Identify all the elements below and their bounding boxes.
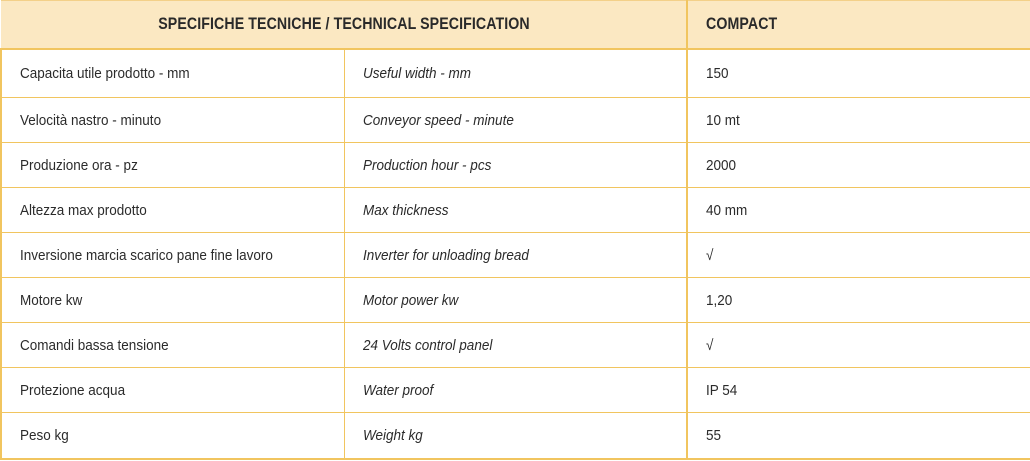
cell-english-label: Max thickness <box>344 187 689 233</box>
cell-italian-label: Protezione acqua <box>0 367 345 413</box>
cell-english-label: Motor power kw <box>344 277 689 323</box>
table-row: Altezza max prodotto Max thickness 40 mm <box>0 187 1030 233</box>
italian-label-text: Altezza max prodotto <box>20 201 147 219</box>
table-row: Motore kw Motor power kw 1,20 <box>0 277 1030 323</box>
italian-label-text: Velocità nastro - minuto <box>20 111 162 129</box>
cell-value: 40 mm <box>687 187 1030 233</box>
english-label-text: Water proof <box>362 381 433 399</box>
table-row: Protezione acqua Water proof IP 54 <box>0 367 1030 413</box>
check-mark-value: √ <box>706 336 714 354</box>
cell-value: 10 mt <box>687 97 1030 143</box>
cell-value: 2000 <box>687 142 1030 188</box>
header-spec-title: SPECIFICHE TECNICHE / TECHNICAL SPECIFIC… <box>1 0 689 50</box>
cell-value: √ <box>687 232 1030 278</box>
value-text: 10 mt <box>706 111 740 129</box>
table-row: Capacita utile prodotto - mm Useful widt… <box>0 48 1030 98</box>
cell-english-label: Useful width - mm <box>344 48 689 98</box>
check-mark-value: √ <box>706 246 714 264</box>
cell-italian-label: Peso kg <box>0 412 345 460</box>
header-model-name-text: COMPACT <box>706 14 778 33</box>
italian-label-text: Produzione ora - pz <box>20 156 138 174</box>
cell-value: 1,20 <box>687 277 1030 323</box>
value-text: 150 <box>706 64 729 82</box>
english-label-text: Conveyor speed - minute <box>362 111 514 129</box>
english-label-text: Max thickness <box>362 201 449 219</box>
italian-label-text: Motore kw <box>20 291 83 309</box>
cell-english-label: Conveyor speed - minute <box>344 97 689 143</box>
italian-label-text: Capacita utile prodotto - mm <box>20 64 190 82</box>
table-row: Inversione marcia scarico pane fine lavo… <box>0 232 1030 278</box>
value-text: 1,20 <box>706 291 733 309</box>
cell-italian-label: Motore kw <box>0 277 345 323</box>
english-label-text: Production hour - pcs <box>362 156 491 174</box>
cell-italian-label: Inversione marcia scarico pane fine lavo… <box>0 232 345 278</box>
table-row: Produzione ora - pz Production hour - pc… <box>0 142 1030 188</box>
italian-label-text: Peso kg <box>20 426 69 444</box>
table-row: Velocità nastro - minuto Conveyor speed … <box>0 97 1030 143</box>
english-label-text: Useful width - mm <box>362 64 471 82</box>
cell-english-label: Water proof <box>344 367 689 413</box>
cell-english-label: Inverter for unloading bread <box>344 232 689 278</box>
table-row: Peso kg Weight kg 55 <box>0 412 1030 460</box>
header-model-name: COMPACT <box>687 0 1030 50</box>
value-text: 55 <box>706 426 722 444</box>
italian-label-text: Inversione marcia scarico pane fine lavo… <box>20 246 273 264</box>
cell-value: IP 54 <box>687 367 1030 413</box>
value-text: 40 mm <box>706 201 748 219</box>
italian-label-text: Protezione acqua <box>20 381 126 399</box>
header-spec-title-text: SPECIFICHE TECNICHE / TECHNICAL SPECIFIC… <box>157 14 530 33</box>
value-text: 2000 <box>706 156 737 174</box>
cell-english-label: 24 Volts control panel <box>344 322 689 368</box>
cell-italian-label: Velocità nastro - minuto <box>0 97 345 143</box>
cell-english-label: Weight kg <box>344 412 689 460</box>
cell-value: 55 <box>687 412 1030 460</box>
cell-english-label: Production hour - pcs <box>344 142 689 188</box>
table-row: Comandi bassa tensione 24 Volts control … <box>0 322 1030 368</box>
cell-italian-label: Comandi bassa tensione <box>0 322 345 368</box>
cell-value: 150 <box>687 48 1030 98</box>
table-header-row: SPECIFICHE TECNICHE / TECHNICAL SPECIFIC… <box>1 0 1030 50</box>
english-label-text: Motor power kw <box>362 291 458 309</box>
english-label-text: 24 Volts control panel <box>362 336 492 354</box>
english-label-text: Weight kg <box>362 426 423 444</box>
value-text: IP 54 <box>706 381 738 399</box>
cell-italian-label: Capacita utile prodotto - mm <box>0 48 345 98</box>
cell-value: √ <box>687 322 1030 368</box>
english-label-text: Inverter for unloading bread <box>362 246 529 264</box>
cell-italian-label: Produzione ora - pz <box>0 142 345 188</box>
italian-label-text: Comandi bassa tensione <box>20 336 169 354</box>
cell-italian-label: Altezza max prodotto <box>0 187 345 233</box>
